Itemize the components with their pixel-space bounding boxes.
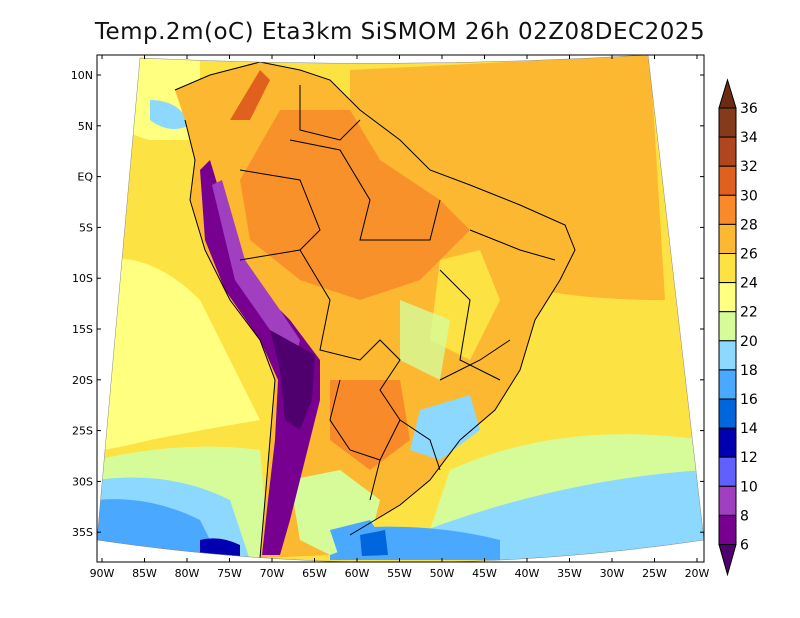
colorbar-label: 12 [740, 450, 758, 466]
colorbar-segment [718, 107, 737, 138]
colorbar-max-arrow [718, 78, 737, 109]
colorbar-segment [718, 456, 737, 487]
lon-label: 40W [515, 567, 540, 580]
lat-label: 20S [72, 374, 93, 387]
colorbar-label: 36 [740, 101, 758, 117]
lon-label: 90W [90, 567, 115, 580]
lon-label: 60W [345, 567, 370, 580]
colorbar-segment [718, 253, 737, 284]
lon-label: 85W [132, 567, 157, 580]
colorbar-label: 8 [740, 508, 749, 524]
lat-label: 15S [72, 323, 93, 336]
colorbar-label: 18 [740, 363, 758, 379]
colorbar-min-arrow [718, 544, 737, 577]
latitude-axis: 10N 5N EQ 5S 10S 15S 20S 25S 30S 35S [71, 69, 704, 539]
colorbar-label: 10 [740, 479, 758, 495]
lat-label: EQ [77, 171, 93, 184]
colorbar-segment [718, 165, 737, 196]
colorbar-label: 24 [740, 276, 758, 292]
colorbar-segment [718, 398, 737, 429]
lon-label: 55W [387, 567, 412, 580]
colorbar-segment [718, 369, 737, 400]
colorbar-segment [718, 485, 737, 516]
colorbar-label: 34 [740, 130, 758, 146]
map-frame [96, 54, 705, 563]
lon-label: 50W [430, 567, 455, 580]
map-title: Temp.2m(oC) Eta3km SiSMOM 26h 02Z08DEC20… [94, 19, 706, 45]
colorbar-segment [718, 223, 737, 254]
lon-label: 35W [557, 567, 582, 580]
colorbar-label: 22 [740, 305, 758, 321]
colorbar-label: 26 [740, 247, 758, 263]
longitude-axis: 90W 85W 80W 75W 70W 65W 60W 55W 50W 45W 40W 35W 30W 2… [90, 55, 710, 580]
colorbar-segment [718, 194, 737, 225]
colorbar-segment [718, 340, 737, 371]
colorbar-label: 30 [740, 188, 758, 204]
lon-label: 80W [175, 567, 200, 580]
lon-label: 45W [472, 567, 497, 580]
lon-label: 20W [685, 567, 710, 580]
map-field [97, 55, 704, 562]
lat-label: 5N [78, 120, 93, 133]
country-borders [174, 61, 576, 559]
lon-label: 65W [302, 567, 327, 580]
lat-label: 30S [72, 475, 93, 488]
lon-label: 30W [600, 567, 625, 580]
colorbar-label: 6 [740, 538, 749, 554]
colorbar-segment [718, 427, 737, 458]
colorbar-label: 16 [740, 392, 758, 408]
colorbar: 36 34 32 30 28 26 24 22 20 18 16 14 12 10 8 6 [718, 78, 758, 577]
lon-label: 25W [642, 567, 667, 580]
colorbar-label: 28 [740, 217, 758, 233]
colorbar-segment [718, 514, 737, 546]
lat-label: 35S [72, 526, 93, 539]
colorbar-label: 20 [740, 334, 758, 350]
colorbar-label: 32 [740, 159, 758, 175]
lon-label: 75W [217, 567, 242, 580]
colorbar-segment [718, 282, 737, 313]
lat-label: 10S [72, 272, 93, 285]
colorbar-segment [718, 136, 737, 167]
colorbar-segment [718, 311, 737, 342]
lat-label: 10N [71, 69, 93, 82]
colorbar-label: 14 [740, 421, 758, 437]
lat-label: 5S [79, 221, 93, 234]
lon-label: 70W [260, 567, 285, 580]
lat-label: 25S [72, 425, 93, 438]
